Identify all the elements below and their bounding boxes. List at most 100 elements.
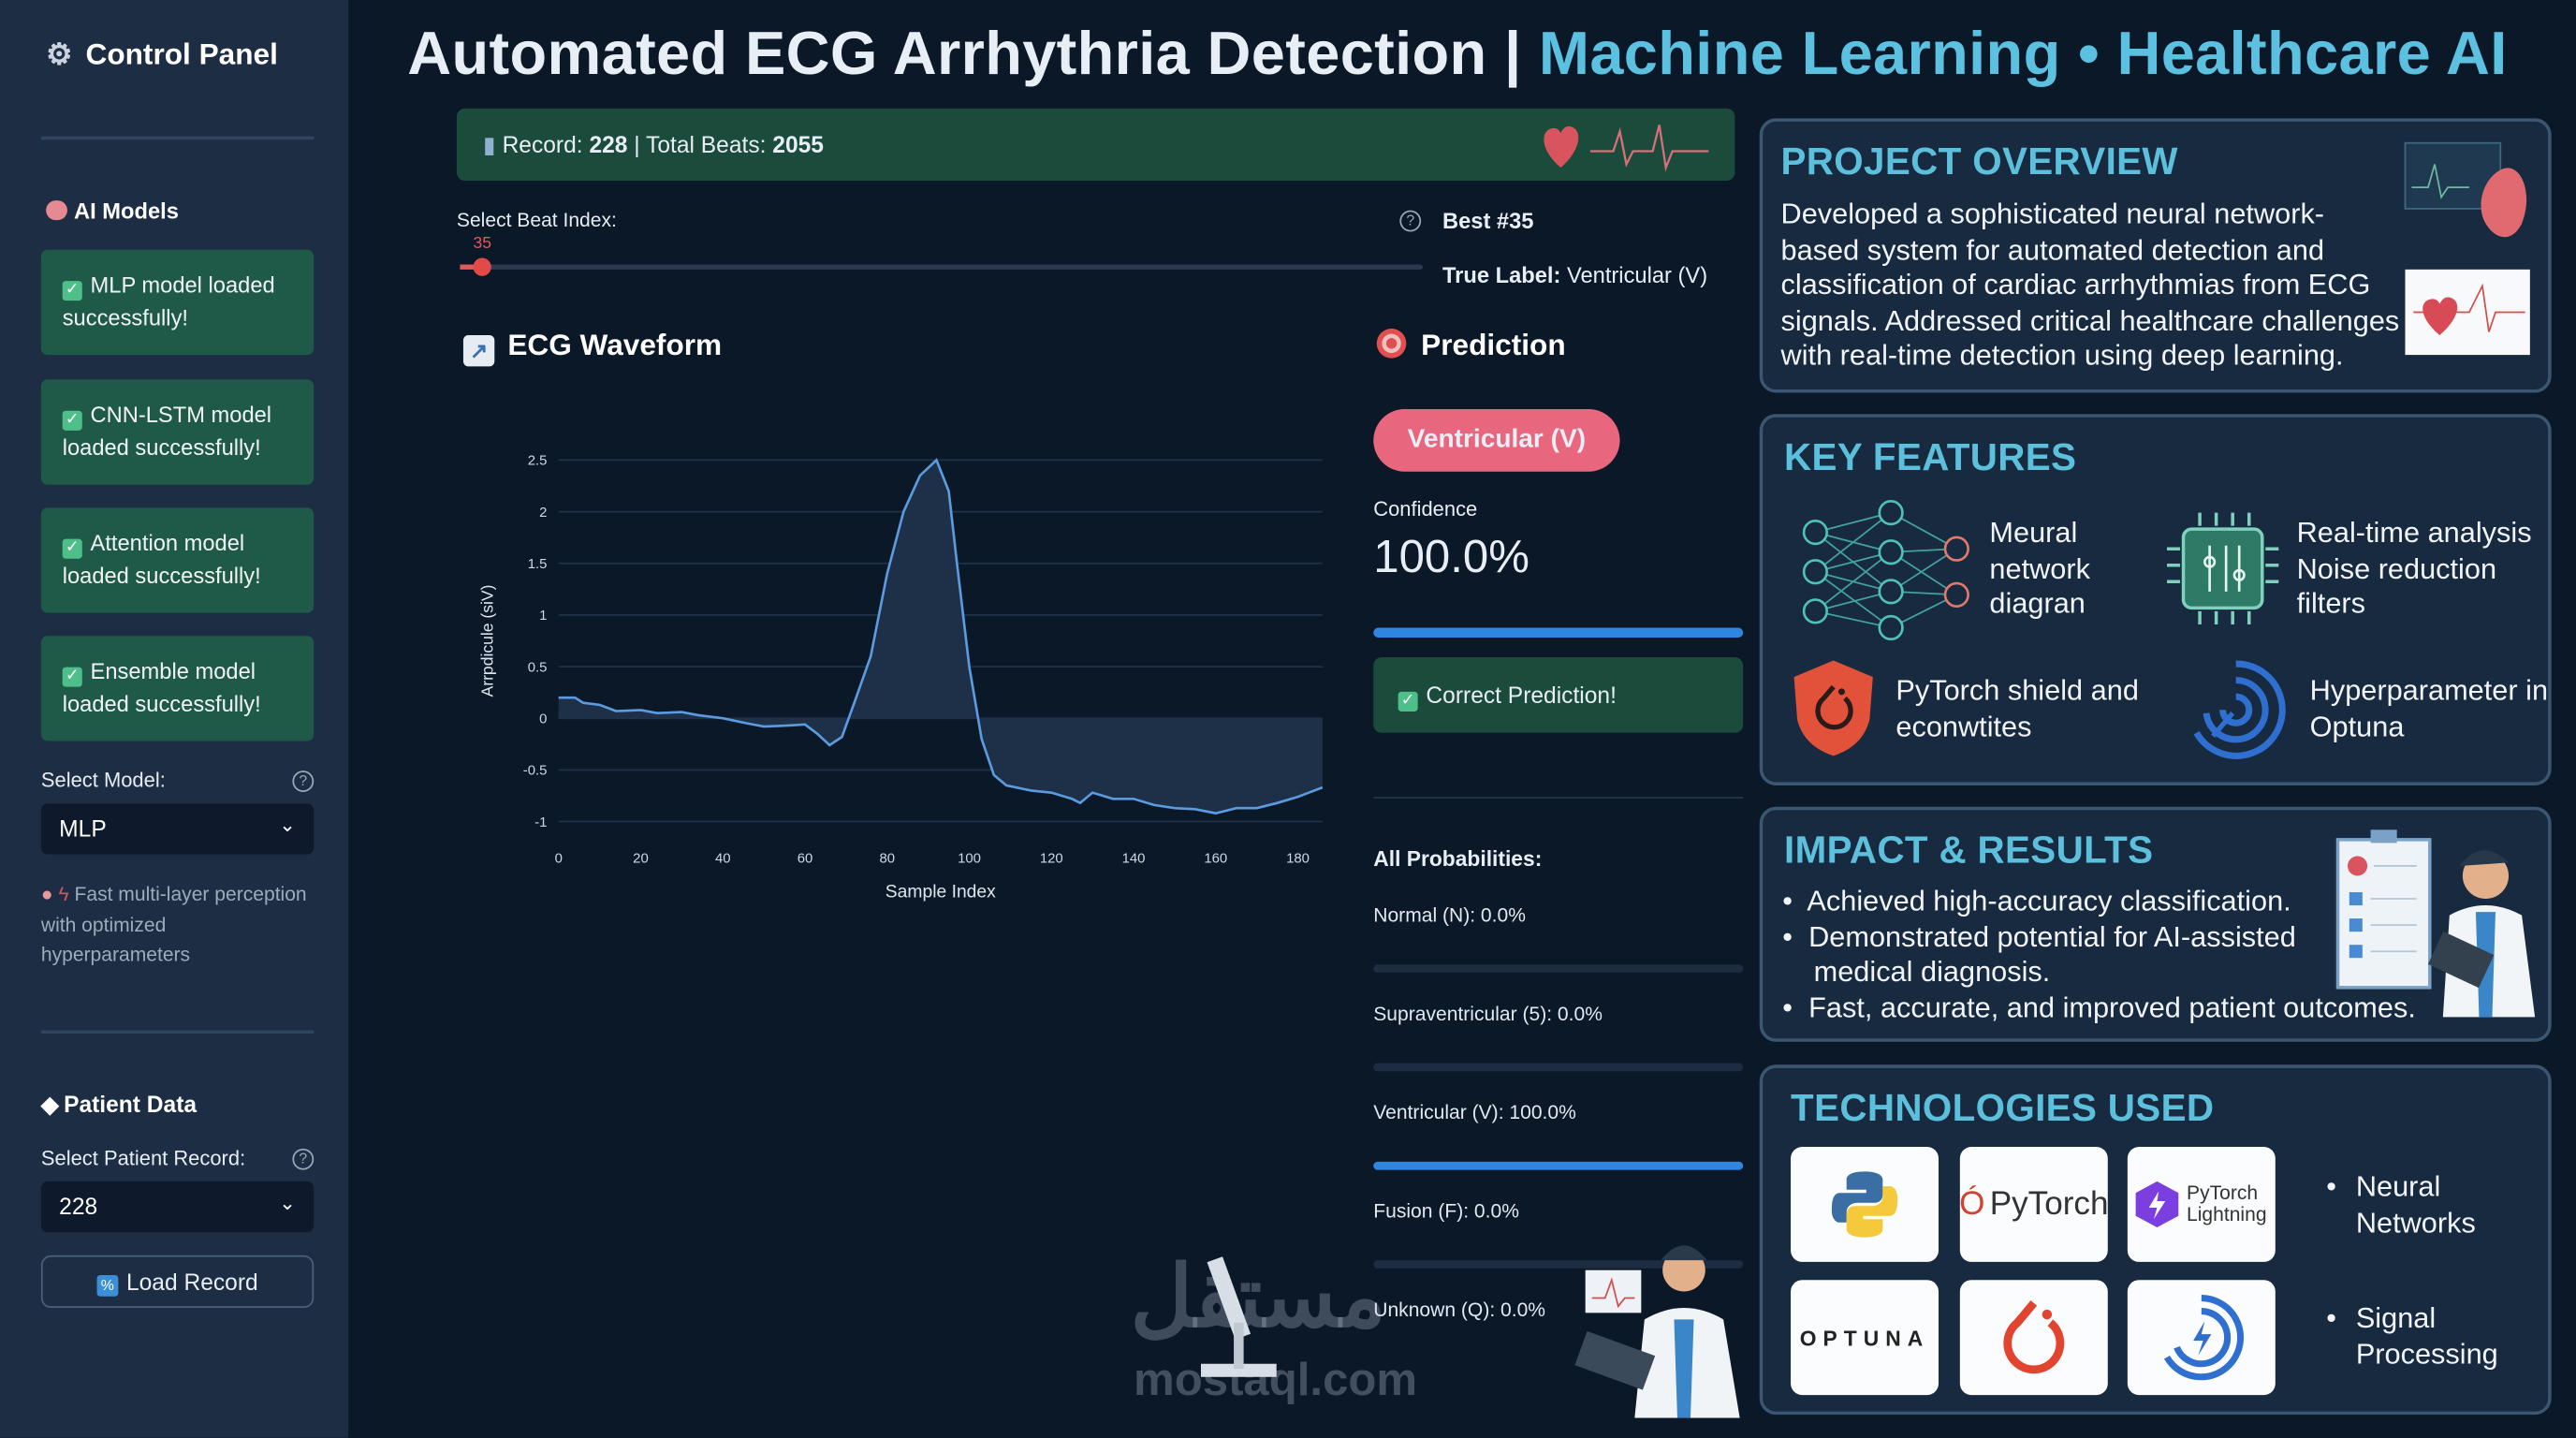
check-icon: ✓ [1398,691,1418,712]
load-record-button[interactable]: % Load Record [40,1255,315,1309]
chevron-down-icon: ⌄ [279,813,296,837]
best-beat: Best #35 [1442,208,1534,234]
page-title: Automated ECG Arrhythria Detection | Mac… [407,20,2508,88]
impact-bullet: • Achieved high-accuracy classification. [1782,884,2291,917]
impact-panel: IMPACT & RESULTS • Achieved high-accurac… [1759,806,2552,1042]
help-icon[interactable]: ? [1399,210,1422,232]
chart-line-icon: ↗ [462,335,495,367]
tech-bullet-neural-networks: • Neural Networks [2326,1169,2476,1239]
true-label: True Label: Ventricular (V) [1442,262,1708,288]
record-select[interactable]: 228 ⌄ [40,1181,315,1233]
x-tick-label: 140 [1122,851,1146,866]
y-tick-label: 0 [539,712,547,726]
patient-data-heading: ◆ Patient Data [40,1091,198,1118]
waveform-heading: ↗ ECG Waveform [462,329,722,367]
technologies-heading: TECHNOLOGIES USED [1791,1086,2215,1129]
y-tick-label: 2.5 [528,454,548,469]
confidence-value: 100.0% [1373,530,1530,582]
y-tick-label: 1.5 [528,557,548,572]
probability-bar [1373,964,1744,974]
slider-value: 35 [473,234,491,254]
chip-filter-icon [2166,512,2279,624]
watermark-arabic: مستقل [1130,1250,1386,1346]
gear-icon: ⚙ [46,37,73,71]
features-heading: KEY FEATURES [1784,435,2077,478]
pytorch-flame-icon: Ó [1959,1185,1985,1222]
y-tick-label: 0.5 [528,660,548,675]
ai-models-heading: AI Models [46,198,179,224]
lightbulb-icon: ● [40,882,53,906]
area-fill [558,460,1323,814]
slider-thumb[interactable] [473,257,491,276]
probability-bar [1373,1260,1744,1269]
heart-ecg-icon [1544,125,1709,172]
x-axis-label: Sample Index [886,882,996,902]
model-select[interactable]: MLP ⌄ [40,803,315,855]
model-status-cnn-lstm: ✓ CNN-LSTM model loaded successfully! [40,379,315,485]
check-icon: ✓ [62,538,82,559]
bar-chart-icon: ▮ [482,131,496,158]
key-features-panel: KEY FEATURES Meural network diagran Real… [1759,414,2552,785]
brain-icon [46,200,67,221]
watermark-text: mostaql.com [1134,1354,1418,1405]
record-banner: ▮ Record: 228 | Total Beats: 2055 [456,108,1735,182]
probability-label: Normal (N): 0.0% [1373,903,1526,927]
help-icon[interactable]: ? [292,770,315,792]
x-tick-label: 100 [958,851,981,866]
technologies-panel: TECHNOLOGIES USED Ó PyTorch PyTorch Lightn… [1759,1064,2552,1416]
model-description: ● ϟ Fast multi-layer perception with opt… [40,882,307,966]
pytorch-lightning-logo: PyTorch Lightning [2127,1147,2276,1262]
probability-label: Unknown (Q): 0.0% [1373,1298,1546,1322]
y-axis-label: Arrpdicule (siV) [478,585,497,697]
python-logo [1791,1147,1939,1262]
pytorch-shield-icon [1793,660,1873,756]
feature-neural-network: Meural network diagran [1989,516,2090,620]
chevron-down-icon: ⌄ [279,1191,296,1215]
beat-index-slider[interactable] [460,257,1423,276]
impact-heading: IMPACT & RESULTS [1784,828,2154,872]
x-tick-label: 40 [715,851,731,866]
all-probabilities-heading: All Probabilities: [1373,845,1543,872]
doctor-clipboard-illustration [2335,829,2536,1018]
prediction-badge: Ventricular (V) [1373,409,1620,472]
impact-list: • Achieved high-accuracy classification.… [1782,884,2416,1025]
optuna-icon [2193,660,2286,759]
y-tick-label: 1 [539,609,547,624]
select-record-label: Select Patient Record: [40,1147,246,1170]
check-icon: ✓ [62,410,82,431]
heart-monitor-illustration [2404,141,2530,356]
model-status-attention: ✓ Attention model loaded successfully! [40,507,315,613]
x-tick-label: 20 [633,851,649,866]
percent-icon: % [96,1274,119,1297]
x-tick-label: 80 [879,851,895,866]
probability-label: Ventricular (V): 100.0% [1373,1100,1576,1124]
pytorch-flame-logo [1959,1280,2108,1396]
confidence-bar-fill [1373,627,1744,638]
y-tick-label: 2 [539,506,547,521]
ecg-chart: -1 -0.5 0 0.5 1 1.5 2 2.5 0 20 40 60 80 100 120 140 160 1… [478,454,1324,902]
doctor-microscope-illustration [1200,1245,1740,1418]
correct-prediction-alert: ✓ Correct Prediction! [1373,657,1744,733]
feature-pytorch: PyTorch shield and econwtites [1895,673,2139,742]
lightning-hex-icon [2135,1181,2179,1228]
check-icon: ✓ [62,667,82,687]
help-icon[interactable]: ? [292,1148,315,1170]
impact-bullet: • Fast, accurate, and improved patient o… [1782,990,2416,1023]
feature-realtime: Real-time analysis Noise reduction filte… [2296,516,2532,620]
optuna-logo: OPTUNA [1791,1280,1939,1396]
model-status-ensemble: ✓ Ensemble model loaded successfully! [40,636,315,741]
divider [40,1030,315,1034]
slider-fill [460,264,483,270]
target-icon [1376,329,1407,359]
feature-optuna: Hyperparameter in Optuna [2309,673,2549,742]
neural-network-icon [1802,499,1969,641]
project-overview-panel: PROJECT OVERVIEW Developed a sophisticat… [1759,118,2552,393]
overview-text: Developed a sophisticated neural network… [1780,197,2400,372]
divider [1373,797,1744,799]
confidence-bar [1373,627,1744,638]
probability-bar-fill [1373,1161,1744,1170]
y-tick-label: -0.5 [523,764,548,779]
x-tick-label: 120 [1040,851,1063,866]
divider [40,136,315,140]
